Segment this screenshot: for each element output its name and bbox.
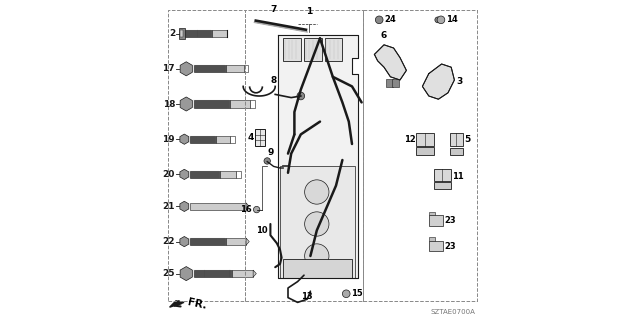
- Text: 3: 3: [456, 77, 462, 86]
- Bar: [232, 270, 253, 277]
- Bar: [190, 203, 246, 210]
- Text: 7: 7: [271, 5, 276, 14]
- Circle shape: [253, 206, 260, 213]
- Text: 2: 2: [169, 29, 175, 38]
- Polygon shape: [246, 238, 250, 245]
- Bar: [416, 133, 434, 146]
- Polygon shape: [180, 236, 189, 247]
- Text: 20: 20: [163, 170, 175, 179]
- Bar: [283, 259, 352, 278]
- Circle shape: [297, 92, 305, 100]
- Text: 19: 19: [163, 135, 175, 144]
- Text: 24: 24: [384, 15, 396, 24]
- Polygon shape: [422, 64, 454, 99]
- Polygon shape: [374, 45, 406, 80]
- Circle shape: [305, 212, 329, 236]
- Circle shape: [305, 244, 329, 268]
- Bar: [434, 182, 451, 189]
- Text: 4: 4: [247, 133, 253, 142]
- Text: 23: 23: [444, 216, 456, 225]
- Bar: [230, 136, 235, 143]
- Bar: [283, 38, 301, 61]
- Polygon shape: [180, 97, 193, 111]
- Bar: [220, 171, 237, 178]
- Bar: [244, 65, 248, 72]
- Text: 17: 17: [163, 64, 175, 73]
- Polygon shape: [246, 203, 250, 210]
- Bar: [190, 171, 220, 178]
- Circle shape: [376, 16, 383, 24]
- Bar: [237, 171, 241, 178]
- Text: 18: 18: [163, 100, 175, 108]
- Bar: [216, 136, 230, 143]
- Polygon shape: [180, 201, 189, 212]
- Circle shape: [305, 180, 329, 204]
- Polygon shape: [278, 35, 358, 278]
- Bar: [450, 133, 463, 146]
- Circle shape: [435, 17, 440, 23]
- Bar: [304, 38, 322, 61]
- Bar: [416, 147, 434, 155]
- Circle shape: [437, 16, 445, 24]
- Bar: [226, 65, 244, 72]
- Bar: [212, 30, 227, 37]
- Bar: [392, 79, 399, 87]
- Text: 12: 12: [404, 135, 415, 144]
- Text: 5: 5: [464, 135, 470, 144]
- Text: 16: 16: [241, 205, 252, 214]
- Bar: [194, 100, 230, 108]
- Polygon shape: [180, 169, 189, 180]
- Circle shape: [264, 158, 270, 164]
- Text: 1: 1: [306, 7, 312, 16]
- Bar: [429, 237, 435, 241]
- Bar: [385, 79, 393, 87]
- Text: 13: 13: [301, 292, 312, 301]
- Text: 21: 21: [163, 202, 175, 211]
- Bar: [280, 166, 355, 278]
- Bar: [190, 238, 227, 245]
- Text: 14: 14: [445, 15, 458, 24]
- Bar: [190, 136, 216, 143]
- Polygon shape: [180, 134, 189, 144]
- Text: 23: 23: [444, 242, 456, 251]
- Bar: [255, 129, 265, 146]
- Text: FR.: FR.: [186, 297, 207, 311]
- Text: 25: 25: [163, 269, 175, 278]
- Text: 9: 9: [268, 148, 273, 157]
- Text: 15: 15: [351, 289, 362, 298]
- Bar: [227, 238, 246, 245]
- Text: 6: 6: [381, 31, 387, 40]
- Bar: [179, 28, 185, 39]
- Polygon shape: [180, 267, 193, 281]
- Text: 22: 22: [163, 237, 175, 246]
- Bar: [434, 169, 451, 181]
- Bar: [325, 38, 342, 61]
- Bar: [185, 30, 212, 37]
- Bar: [194, 270, 232, 277]
- Bar: [429, 212, 435, 215]
- Text: 11: 11: [452, 172, 464, 181]
- Bar: [194, 65, 226, 72]
- Polygon shape: [180, 62, 193, 76]
- Bar: [429, 241, 444, 251]
- Polygon shape: [253, 270, 256, 277]
- Bar: [230, 100, 250, 108]
- Bar: [282, 165, 288, 171]
- Bar: [180, 30, 183, 37]
- Bar: [250, 100, 255, 108]
- Text: 8: 8: [270, 76, 276, 85]
- Text: 10: 10: [255, 226, 268, 235]
- Circle shape: [342, 290, 350, 298]
- Bar: [450, 148, 463, 155]
- Text: SZTAE0700A: SZTAE0700A: [430, 309, 475, 315]
- Polygon shape: [170, 301, 184, 307]
- Bar: [429, 215, 444, 226]
